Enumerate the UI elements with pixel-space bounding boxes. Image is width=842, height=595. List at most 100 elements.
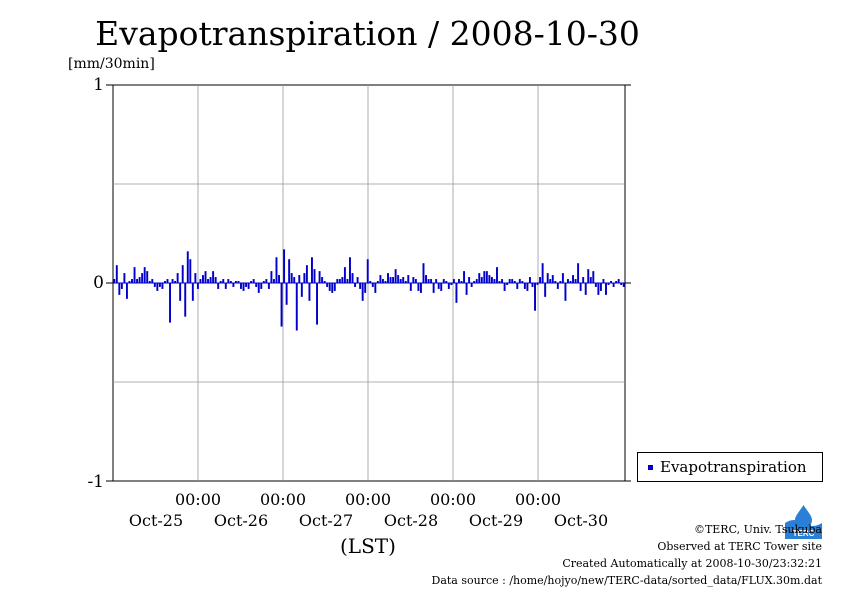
bar [338,279,341,283]
bar [196,283,199,289]
bar [323,281,326,283]
bar [222,279,225,283]
bar [224,283,227,289]
evapotranspiration-bars [113,249,625,331]
bar [242,283,245,291]
bar [556,283,559,289]
bar [189,259,192,283]
y-axis-unit: [mm/30min] [68,56,155,72]
bar [501,279,504,283]
bar [131,279,133,283]
bar [440,283,443,291]
bar [174,281,177,283]
bar [475,279,478,283]
bar [437,283,440,289]
bar [511,279,514,283]
bar [257,283,260,293]
bar [528,277,531,283]
bar [143,267,146,283]
bar [305,265,308,283]
legend-label: Evapotranspiration [660,458,807,476]
x-date-tick-oct-26: Oct-26 [213,511,269,530]
bar [318,271,321,283]
bar [171,279,174,283]
bar [579,283,582,291]
bar [435,279,438,283]
bar [120,283,123,289]
bar [151,279,154,283]
bar [584,283,587,295]
x-date-tick-oct-25: Oct-25 [128,511,184,530]
bar [300,283,303,297]
bar [546,273,549,283]
bar [574,279,577,283]
x-date-tick-oct-30: Oct-30 [553,511,609,530]
bar [156,283,159,291]
bar [577,263,580,283]
bar [541,263,544,283]
bar [283,249,286,283]
bar [409,283,412,291]
bar [523,283,526,289]
bar [384,281,387,283]
bar [214,277,217,283]
credit-observed: Observed at TERC Tower site [657,540,822,553]
x-axis-label: (LST) [340,534,396,558]
bar [473,281,476,283]
bar [389,277,392,283]
bar [422,263,425,283]
bar [442,279,445,283]
bar [361,283,364,301]
bar [458,279,460,283]
y-tick-label-top: 1 [93,75,104,95]
bar [615,281,618,283]
bar [186,251,189,283]
bar [480,277,483,283]
bar [452,279,455,283]
bar [240,283,242,289]
bar [351,273,354,283]
bar [265,279,268,283]
bar [260,283,263,289]
bar [115,265,118,283]
bar [432,283,435,293]
bar [245,283,248,287]
bar [316,283,318,325]
bar [551,275,554,283]
bar [536,283,539,285]
bar [267,283,270,289]
bar [328,283,331,291]
bar [412,277,415,283]
bar [602,279,605,283]
bar [599,283,602,291]
bar [295,283,298,331]
credit-copyright: ©TERC, Univ. Tsukuba [693,523,822,536]
bar [217,283,220,289]
bar [620,283,623,285]
bar [381,279,384,283]
bar [343,267,346,283]
bar [493,279,496,283]
bar [202,275,204,283]
bar [138,277,141,283]
x-date-tick-oct-29: Oct-29 [468,511,524,530]
bar [463,271,466,283]
bar [163,281,166,283]
bar [298,275,301,283]
bar [605,283,607,295]
bar [136,279,139,283]
bar [387,273,389,283]
chart-title: Evapotranspiration / 2008-10-30 [95,14,640,53]
bar [194,273,197,283]
bar [612,283,615,287]
bar [141,273,144,283]
axis-ticks [106,84,631,482]
bar [191,283,194,301]
bar [234,281,237,283]
bar [237,281,240,283]
bar [503,283,506,291]
bar [468,277,471,283]
bar [366,259,369,283]
bar [485,271,488,283]
